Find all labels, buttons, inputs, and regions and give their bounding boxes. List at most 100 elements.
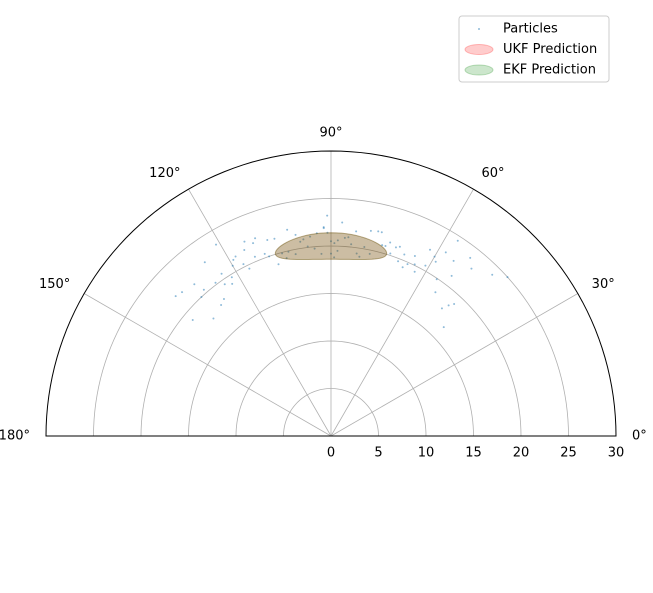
particle xyxy=(343,236,346,239)
particle xyxy=(413,255,416,258)
particle xyxy=(333,256,336,259)
particle xyxy=(294,233,297,236)
particle xyxy=(306,245,309,248)
particle xyxy=(444,251,447,254)
r-tick-label: 30 xyxy=(608,446,625,461)
theta-tick-label: 60° xyxy=(482,166,505,181)
particle xyxy=(491,273,494,276)
particle xyxy=(389,241,392,244)
prediction-ellipse xyxy=(274,232,388,260)
r-tick-label: 0 xyxy=(327,446,335,461)
theta-tick-label: 30° xyxy=(592,277,615,292)
particle xyxy=(315,232,318,235)
particle xyxy=(212,317,215,320)
particle xyxy=(434,260,437,263)
particle xyxy=(222,298,225,301)
legend-box xyxy=(458,15,610,83)
particle xyxy=(326,214,329,217)
particle xyxy=(403,253,406,256)
particle xyxy=(350,243,353,246)
particle xyxy=(322,227,325,230)
particle xyxy=(326,231,329,234)
particle xyxy=(381,244,384,247)
particle xyxy=(203,261,206,264)
particle xyxy=(336,239,339,242)
particle xyxy=(398,245,401,248)
particle xyxy=(452,259,455,262)
particle xyxy=(193,283,196,286)
particle xyxy=(440,307,443,310)
legend-marker xyxy=(464,64,494,76)
grid-spoke xyxy=(83,293,332,437)
particle xyxy=(435,278,438,281)
particle xyxy=(248,267,251,270)
particle xyxy=(268,255,271,258)
particle xyxy=(231,264,234,267)
particle xyxy=(299,240,302,243)
particle xyxy=(215,243,218,246)
particle xyxy=(294,253,297,256)
legend-marker xyxy=(478,28,480,30)
particle xyxy=(424,264,427,267)
particle xyxy=(273,237,276,240)
legend-marker xyxy=(464,44,494,55)
particle xyxy=(369,229,372,232)
particle xyxy=(389,252,392,255)
particle xyxy=(263,252,266,255)
particle xyxy=(355,252,358,255)
particle xyxy=(429,248,432,251)
particle xyxy=(220,272,223,275)
particle xyxy=(401,266,404,269)
legend-label: EKF Prediction xyxy=(503,63,596,78)
grid-spoke xyxy=(188,188,332,437)
particle xyxy=(243,240,246,243)
particle xyxy=(242,263,245,266)
particle xyxy=(333,242,336,245)
particle xyxy=(252,242,255,245)
particle xyxy=(231,282,234,285)
particle xyxy=(309,235,312,238)
theta-tick-label: 120° xyxy=(149,166,180,181)
legend-label: Particles xyxy=(503,22,558,37)
particle xyxy=(254,237,257,240)
particle xyxy=(341,221,344,224)
particle xyxy=(234,255,237,258)
particle xyxy=(406,263,409,266)
polar-spine xyxy=(45,150,617,437)
particle xyxy=(358,255,361,258)
particle xyxy=(266,238,269,241)
particle xyxy=(469,256,472,259)
r-tick-label: 25 xyxy=(560,446,577,461)
particle xyxy=(286,228,289,231)
particle xyxy=(181,291,184,294)
particle xyxy=(434,291,437,294)
theta-tick-label: 150° xyxy=(39,277,70,292)
particle xyxy=(223,283,226,286)
particle xyxy=(450,274,453,277)
particle xyxy=(363,246,366,249)
particle xyxy=(174,295,177,298)
grid-spoke xyxy=(330,293,579,437)
particle xyxy=(330,240,332,243)
particle xyxy=(277,263,280,266)
particle xyxy=(413,263,416,266)
particle xyxy=(214,281,217,284)
particle xyxy=(453,302,456,305)
legend-label: UKF Prediction xyxy=(503,42,597,57)
particle xyxy=(397,260,400,263)
particle xyxy=(442,326,445,329)
particle xyxy=(302,238,305,241)
particle xyxy=(413,270,416,273)
particle xyxy=(230,276,233,279)
r-tick-label: 20 xyxy=(513,446,530,461)
particle xyxy=(253,255,256,258)
particle xyxy=(243,249,246,252)
r-tick-label: 10 xyxy=(418,446,435,461)
particle xyxy=(470,267,473,270)
particle xyxy=(285,257,288,260)
r-tick-label: 5 xyxy=(374,446,382,461)
particle xyxy=(202,288,205,291)
particle xyxy=(380,231,383,234)
particle xyxy=(320,252,323,255)
